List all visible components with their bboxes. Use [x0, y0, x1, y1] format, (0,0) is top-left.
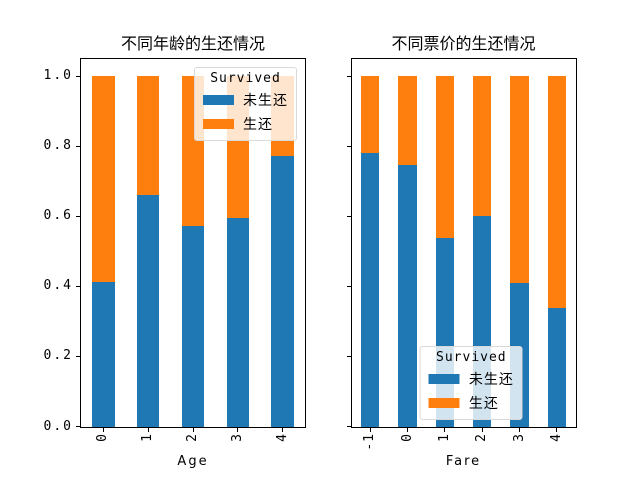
axes-fare-chart: 不同票价的生还情况 Survived 未生还生还 Fare -1 0 1 2 3 4 — [346, 34, 577, 469]
bar-age-1-series1 — [137, 76, 160, 196]
x-tick-mark — [481, 427, 483, 432]
bar-fare-4-series1 — [547, 76, 567, 309]
y-tick-label: 0.2 — [43, 348, 73, 364]
x-tick-label: 1 — [436, 432, 452, 442]
y-tick-mark — [346, 215, 351, 217]
bar-fare--1-series0 — [360, 153, 380, 427]
legend-swatch-series1 — [203, 118, 234, 129]
legend-entry: 生还 — [428, 393, 514, 413]
y-tick-mark — [76, 426, 80, 427]
legend: Survived 未生还生还 — [419, 345, 523, 420]
legend-label-series1: 生还 — [468, 395, 499, 412]
x-tick-label: 3 — [229, 432, 245, 442]
chart-title-fare: 不同票价的生还情况 — [391, 33, 536, 53]
x-tick-mark — [237, 427, 239, 432]
bar-age-3-series0 — [226, 218, 249, 427]
x-tick-mark — [102, 427, 104, 432]
x-tick-mark — [556, 427, 558, 432]
y-tick-label: 0.6 — [43, 208, 73, 224]
y-tick-mark — [76, 285, 80, 287]
legend-entry: 生还 — [203, 114, 288, 134]
x-tick-label: 4 — [548, 432, 564, 442]
y-tick-label: 0.8 — [43, 138, 73, 154]
bar-age-0-series0 — [92, 281, 115, 427]
x-tick-label: 0 — [95, 432, 111, 442]
legend-label-series0: 未生还 — [243, 92, 288, 109]
bar-fare-2-series1 — [472, 76, 492, 216]
x-tick-label: 2 — [185, 432, 200, 442]
legend-label-series0: 未生还 — [468, 371, 514, 388]
bar-fare-0-series1 — [398, 76, 417, 166]
bar-age-4-series0 — [271, 155, 294, 427]
legend-label-series1: 生还 — [243, 116, 273, 133]
x-tick-label: 0 — [399, 432, 415, 442]
y-tick-mark — [346, 355, 351, 357]
legend-entry: 未生还 — [203, 90, 288, 110]
y-tick-mark — [76, 355, 80, 357]
x-tick-mark — [519, 427, 520, 432]
y-tick-mark — [76, 215, 80, 217]
bar-fare-3-series1 — [510, 76, 529, 284]
x-tick-label: 3 — [511, 432, 527, 442]
x-tick-mark — [147, 427, 149, 432]
x-tick-mark — [192, 427, 194, 432]
bar-fare-1-series1 — [435, 76, 455, 239]
x-tick-mark — [444, 427, 446, 432]
x-tick-label: 1 — [140, 432, 156, 442]
x-axis-label-age: Age — [177, 453, 209, 469]
x-tick-mark — [282, 427, 284, 432]
x-tick-mark — [369, 427, 371, 432]
bar-fare-0-series0 — [398, 165, 417, 427]
y-tick-label: 0.0 — [43, 418, 73, 434]
bar-fare--1-series1 — [360, 76, 380, 154]
legend-title: Survived — [210, 70, 281, 86]
y-tick-label: 0.4 — [43, 278, 73, 294]
plot-area-age: Survived 未生还生还 — [80, 57, 306, 428]
legend: Survived 未生还生还 — [194, 66, 297, 141]
y-tick-label: 1.0 — [43, 68, 73, 84]
y-tick-mark — [346, 145, 351, 147]
bar-fare-4-series0 — [547, 308, 567, 427]
plot-area-fare: Survived 未生还生还 — [350, 57, 577, 428]
legend-swatch-series0 — [428, 373, 460, 384]
bar-age-0-series1 — [92, 76, 115, 282]
bar-age-1-series0 — [137, 195, 160, 427]
x-tick-label: 2 — [474, 432, 490, 442]
y-tick-mark — [346, 285, 351, 287]
axes-age-chart: 不同年龄的生还情况 Survived 未生还生还 Age 0 1 2 3 4 0.0 0.2 0… — [44, 34, 306, 469]
legend-swatch-series0 — [203, 94, 234, 105]
chart-title-age: 不同年龄的生还情况 — [120, 33, 265, 53]
y-tick-mark — [346, 426, 351, 427]
y-tick-mark — [76, 145, 80, 147]
bar-age-2-series0 — [181, 226, 205, 427]
legend-swatch-series1 — [428, 397, 460, 408]
y-tick-mark — [346, 75, 351, 77]
legend-entry: 未生还 — [428, 369, 514, 389]
x-tick-label: -1 — [362, 432, 378, 451]
x-tick-mark — [407, 427, 408, 432]
x-axis-label-fare: Fare — [445, 453, 482, 469]
y-tick-mark — [76, 75, 80, 77]
legend-title: Survived — [436, 349, 507, 365]
x-tick-label: 4 — [274, 432, 290, 442]
